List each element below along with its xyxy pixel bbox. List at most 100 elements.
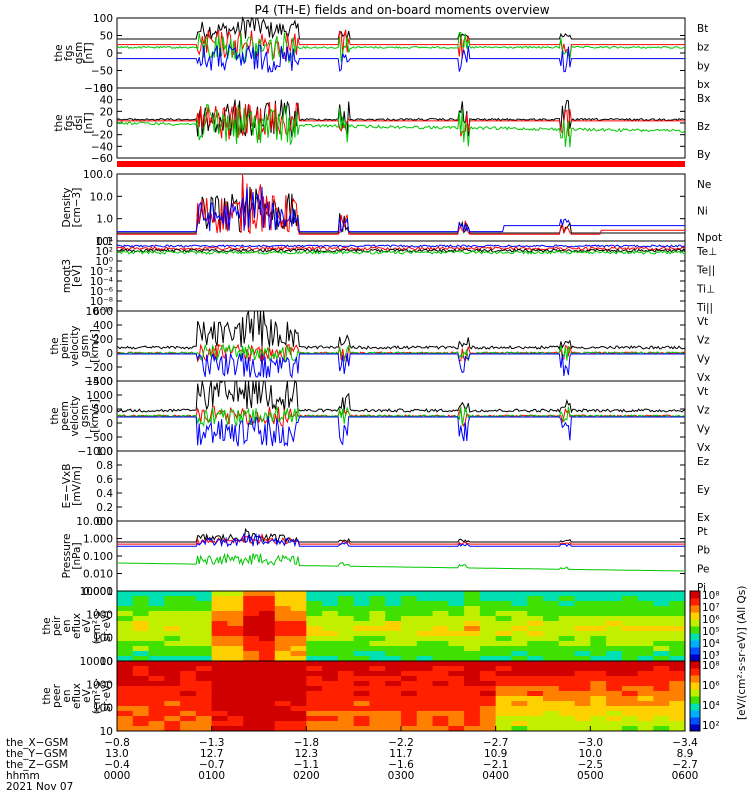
heatmap-cell [306, 641, 323, 647]
legend-Vx: Vx [697, 442, 710, 454]
ylabel-line: fgs [63, 45, 75, 61]
heatmap-cell [306, 676, 323, 682]
heatmap-cell [117, 631, 134, 637]
heatmap-cell [464, 601, 481, 607]
heatmap-cell [401, 711, 418, 717]
heatmap-cell [243, 631, 260, 637]
heatmap-cell [558, 686, 576, 692]
heatmap-cell [117, 686, 134, 692]
heatmap-cell [621, 716, 639, 722]
colorbar-tick: 10⁴ [702, 638, 720, 650]
heatmap-cell [132, 681, 150, 687]
legend-Ex: Ex [697, 512, 710, 524]
heatmap-cell [322, 711, 339, 717]
heatmap-cell [164, 696, 181, 702]
series-Vy [116, 406, 686, 428]
heatmap-cell [606, 676, 623, 682]
heatmap-cell [337, 661, 355, 667]
ytick-label: −60 [91, 153, 113, 165]
heatmap-cell [132, 601, 150, 607]
colorbar-tick: 10⁸ [702, 590, 720, 602]
heatmap-cell [401, 696, 418, 702]
heatmap-cell [117, 716, 134, 722]
heatmap-cell [574, 651, 591, 657]
heatmap-cell [259, 691, 276, 697]
heatmap-cell [574, 611, 591, 617]
heatmap-cell [243, 656, 260, 662]
heatmap-cell [337, 726, 355, 732]
heatmap-cell [416, 636, 434, 642]
heatmap-cell [211, 591, 228, 597]
ytick-label: 1000 [86, 679, 113, 691]
heatmap-cell [164, 701, 181, 707]
ytick-label: 100 [93, 633, 113, 645]
ytick-label: 10.000 [76, 516, 113, 528]
heatmap-cell [527, 611, 544, 617]
heatmap-cell [479, 646, 497, 652]
colorbar-step [690, 647, 700, 655]
heatmap-cell [653, 721, 670, 727]
heatmap-cell [369, 716, 386, 722]
heatmap-cell [416, 591, 434, 597]
heatmap-cell [385, 686, 402, 692]
xtick-time: 0200 [293, 770, 320, 782]
heatmap-cell [180, 636, 197, 642]
ytick-label: 10⁻¹⁰ [86, 306, 113, 318]
legend-Bz: Bz [697, 121, 710, 133]
heatmap-cell [574, 716, 591, 722]
heatmap-cell [290, 621, 307, 627]
heatmap-cell [574, 656, 591, 662]
heatmap-cell [653, 601, 670, 607]
ytick-label: 0 [106, 348, 113, 360]
heatmap-cell [464, 681, 481, 687]
xtick-time: 0300 [388, 770, 415, 782]
heatmap-cell [464, 646, 481, 652]
heatmap-cell [306, 611, 323, 617]
heatmap-cell [590, 606, 607, 612]
heatmap-cell [132, 616, 150, 622]
colorbar-step [690, 675, 700, 683]
heatmap-cell [353, 686, 370, 692]
heatmap-cell [543, 656, 560, 662]
heatmap-cell [590, 591, 607, 597]
heatmap-cell [117, 646, 134, 652]
series-by [116, 31, 686, 64]
axis-row-label: the_Z−GSM [6, 759, 68, 771]
heatmap-cell [385, 611, 402, 617]
heatmap-cell [479, 671, 497, 677]
ytick-label: 0.2 [96, 502, 113, 514]
heatmap-cell [385, 696, 402, 702]
heatmap-cell [590, 611, 607, 617]
ytick-label: −40 [91, 141, 113, 153]
heatmap-cell [290, 676, 307, 682]
heatmap-cell [337, 676, 355, 682]
heatmap-cell [274, 661, 292, 667]
heatmap-cell [558, 691, 576, 697]
heatmap-cell [148, 606, 165, 612]
heatmap-cell [669, 621, 686, 627]
ylabel-line: en [61, 619, 73, 632]
heatmap-cell [117, 626, 134, 632]
heatmap-cell [117, 711, 134, 717]
heatmap-cell [527, 726, 544, 732]
heatmap-cell [558, 721, 576, 727]
heatmap-cell [353, 646, 370, 652]
heatmap-cell [479, 696, 497, 702]
heatmap-cell [479, 606, 497, 612]
ylabel-line: [nT] [83, 42, 95, 63]
heatmap-cell [211, 671, 228, 677]
heatmap-cell [511, 721, 528, 727]
heatmap-cell [448, 691, 465, 697]
legend-Ti||: Ti|| [696, 302, 713, 314]
heatmap-cell [432, 641, 449, 647]
heatmap-cell [195, 621, 213, 627]
heatmap-cell [385, 721, 402, 727]
heatmap-cell [401, 631, 418, 637]
heatmap-cell [322, 591, 339, 597]
ylabel-line: the [41, 687, 53, 704]
heatmap-cell [590, 726, 607, 732]
heatmap-cell [464, 631, 481, 637]
heatmap-cell [259, 631, 276, 637]
heatmap-cell [243, 606, 260, 612]
heatmap-cell [401, 621, 418, 627]
